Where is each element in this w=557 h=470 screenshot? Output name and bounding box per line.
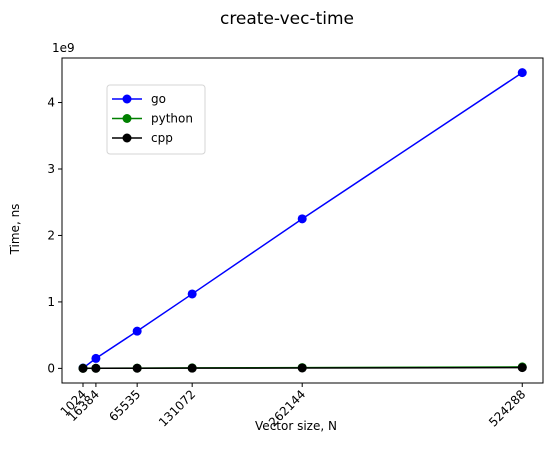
data-point-go [132, 326, 142, 336]
x-tick-label: 524288 [486, 387, 528, 429]
chart-title: create-vec-time [220, 9, 354, 29]
y-offset-text: 1e9 [52, 41, 75, 55]
y-tick-label: 1 [47, 295, 55, 309]
data-point-go [297, 214, 307, 224]
x-axis-label: Vector size, N [255, 419, 337, 433]
x-tick-label: 131072 [156, 387, 198, 429]
series-layer [78, 68, 527, 373]
legend-label-go: go [151, 92, 166, 106]
data-point-cpp [78, 363, 88, 373]
data-point-go [187, 289, 197, 299]
legend-marker-go [122, 94, 132, 104]
legend-box [106, 84, 206, 155]
y-tick-label: 4 [47, 96, 55, 110]
data-point-go [517, 68, 527, 78]
series-cpp [78, 363, 527, 373]
y-tick-label: 2 [47, 228, 55, 242]
x-tick-label: 65535 [106, 387, 143, 424]
data-point-cpp [132, 363, 142, 373]
legend-label-python: python [151, 112, 193, 126]
y-tick-label: 0 [47, 361, 55, 375]
legend-marker-cpp [122, 133, 132, 143]
data-point-cpp [91, 363, 101, 373]
y-tick-label: 3 [47, 162, 55, 176]
data-point-cpp [297, 363, 307, 373]
data-point-cpp [187, 363, 197, 373]
data-point-cpp [517, 363, 527, 373]
data-point-go [91, 353, 101, 363]
legend: go python cpp [106, 84, 206, 155]
y-axis-label: Time, ns [8, 204, 22, 256]
legend-label-cpp: cpp [151, 131, 173, 145]
legend-marker-python [122, 114, 132, 123]
